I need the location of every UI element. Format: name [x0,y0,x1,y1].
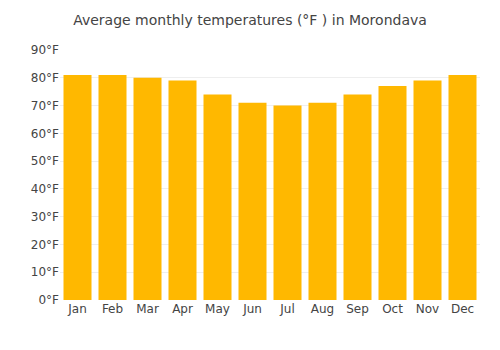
svg-text:Mar: Mar [136,302,159,316]
svg-text:20°F: 20°F [31,238,59,252]
svg-text:Jul: Jul [279,302,294,316]
svg-text:May: May [205,302,230,316]
svg-text:Nov: Nov [416,302,439,316]
svg-text:Jan: Jan [67,302,87,316]
svg-text:60°F: 60°F [31,127,59,141]
svg-text:80°F: 80°F [31,71,59,85]
svg-text:Dec: Dec [451,302,474,316]
svg-text:Sep: Sep [346,302,369,316]
svg-text:30°F: 30°F [31,210,59,224]
svg-text:50°F: 50°F [31,154,59,168]
svg-text:Aug: Aug [311,302,334,316]
svg-text:Average monthly temperatures (: Average monthly temperatures (°F ) in Mo… [73,12,427,28]
svg-text:40°F: 40°F [31,182,59,196]
svg-text:0°F: 0°F [38,293,59,307]
svg-text:70°F: 70°F [31,99,59,113]
svg-text:90°F: 90°F [31,43,59,57]
svg-text:10°F: 10°F [31,265,59,279]
svg-text:Jun: Jun [242,302,262,316]
svg-text:Oct: Oct [382,302,403,316]
svg-text:Feb: Feb [102,302,123,316]
svg-text:Apr: Apr [172,302,193,316]
